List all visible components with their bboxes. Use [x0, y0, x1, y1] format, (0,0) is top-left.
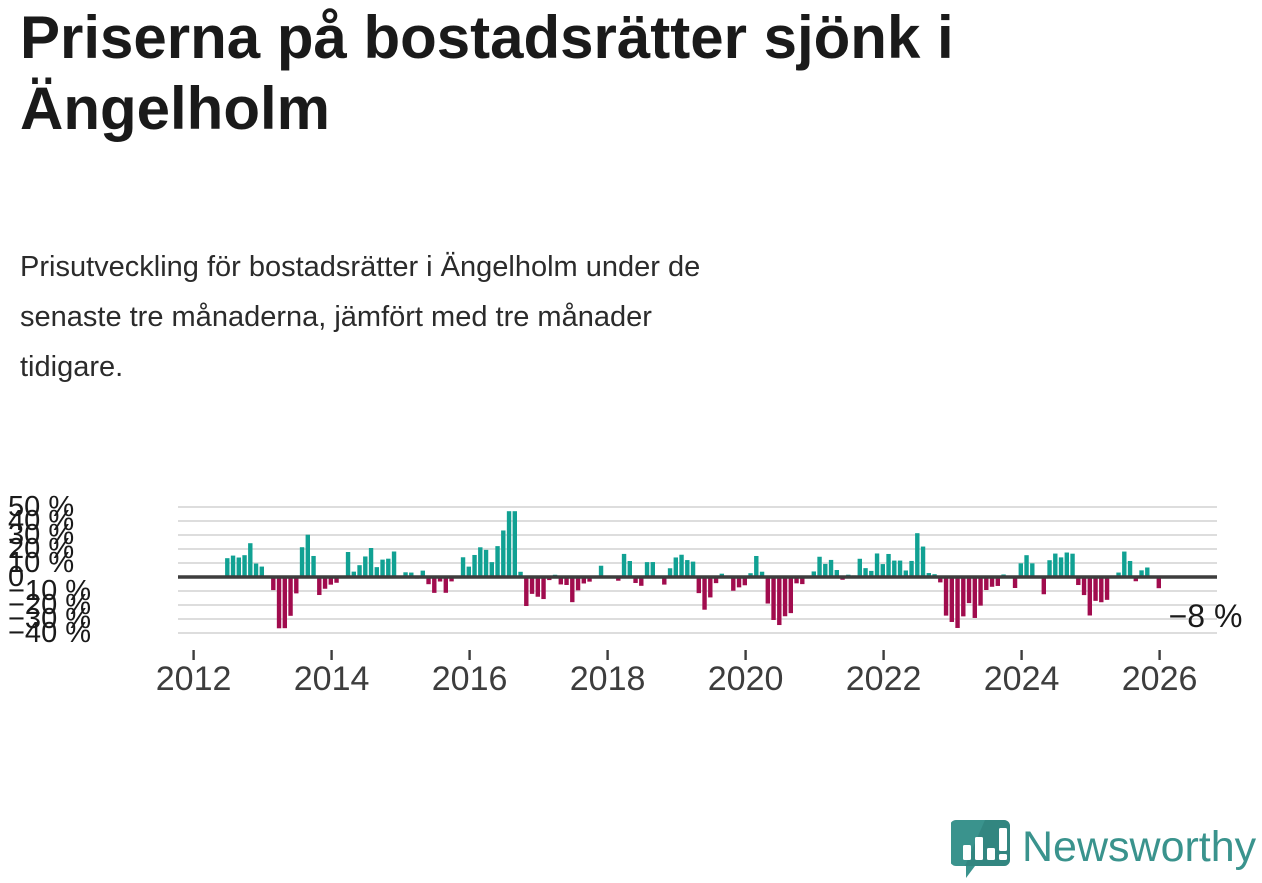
svg-text:−8 %: −8 %: [1169, 598, 1243, 634]
svg-text:2020: 2020: [708, 660, 784, 698]
svg-text:2018: 2018: [570, 660, 646, 698]
svg-text:−40 %: −40 %: [8, 617, 91, 649]
svg-text:2024: 2024: [984, 660, 1060, 698]
svg-text:2022: 2022: [846, 660, 922, 698]
svg-text:2016: 2016: [432, 660, 508, 698]
svg-text:Newsworthy: Newsworthy: [1022, 823, 1256, 871]
svg-text:2012: 2012: [156, 660, 232, 698]
svg-text:2026: 2026: [1122, 660, 1198, 698]
svg-text:2014: 2014: [294, 660, 370, 698]
